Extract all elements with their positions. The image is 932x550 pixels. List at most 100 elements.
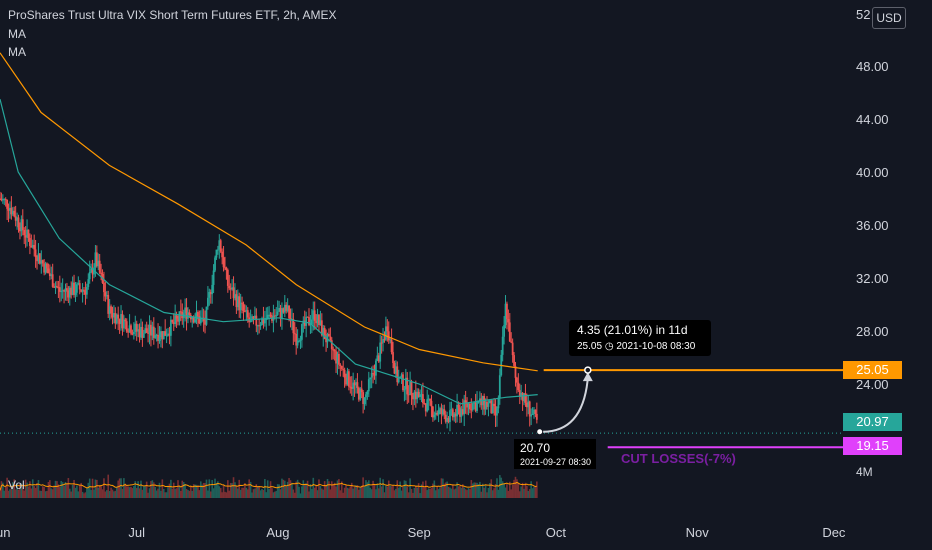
volume-bar [379, 477, 382, 498]
volume-bar [452, 484, 454, 498]
candle-body [20, 219, 23, 232]
candle-body [71, 282, 74, 295]
volume-bar [355, 485, 357, 498]
candle-body [245, 310, 248, 312]
volume-bar [387, 480, 390, 498]
candle-body [60, 291, 63, 293]
candle-body [255, 315, 258, 326]
volume-bar [489, 482, 491, 498]
currency-button[interactable]: USD [872, 7, 906, 29]
candle-body [491, 403, 494, 414]
volume-bar [43, 487, 45, 498]
volume-bar [417, 483, 420, 498]
candle-body [26, 229, 28, 238]
volume-bar [413, 487, 416, 498]
volume-bar [49, 480, 51, 498]
candle-body [147, 332, 149, 334]
candle-body [444, 414, 447, 422]
volume-bar [457, 486, 460, 498]
candle-body [38, 253, 41, 264]
volume-bar [114, 490, 117, 498]
volume-bar [526, 485, 528, 498]
volume-bar [47, 481, 50, 498]
candle-body [525, 402, 528, 408]
candle-body [298, 340, 300, 342]
candle-body [122, 319, 125, 329]
candle-body [57, 286, 60, 288]
candle-body [362, 392, 365, 404]
candle-body [319, 320, 322, 326]
volume-bar [437, 489, 440, 498]
volume-bar [410, 488, 413, 498]
volume-bar [383, 492, 386, 498]
candle-body [108, 306, 111, 314]
volume-bar [121, 488, 124, 498]
volume-bar [275, 490, 278, 498]
volume-bar [516, 479, 518, 498]
candle-body [490, 400, 493, 414]
candle-body [372, 373, 374, 375]
volume-bar [366, 482, 369, 498]
volume-bar [110, 487, 112, 498]
volume-bar [140, 480, 142, 498]
volume-bar [276, 484, 279, 498]
volume-bar [130, 486, 132, 498]
volume-bar [177, 480, 179, 498]
indicator-ma-1-label[interactable]: MA [8, 27, 26, 41]
candle-body [61, 290, 64, 292]
candle-body [43, 263, 46, 273]
volume-bar [50, 488, 53, 498]
volume-bar [26, 482, 28, 498]
volume-bar [77, 491, 80, 498]
indicator-ma-2-label[interactable]: MA [8, 45, 26, 59]
candle-body [396, 366, 399, 383]
candle-body [423, 403, 426, 405]
candle-body [392, 352, 394, 364]
projection-arrow-head [582, 372, 593, 382]
volume-bar [419, 493, 421, 498]
volume-bar [266, 480, 269, 498]
volume-bar [256, 486, 259, 498]
candle-body [231, 287, 234, 290]
volume-bar [363, 486, 366, 498]
volume-bar [97, 487, 100, 498]
volume-bar [108, 490, 111, 498]
candle-body [148, 324, 151, 334]
candle-body [443, 409, 446, 415]
candle-body [340, 365, 343, 369]
candle-body [266, 314, 269, 320]
candle-body [506, 303, 508, 319]
y-tick-label: 52 [856, 7, 870, 22]
candle-body [365, 394, 367, 398]
volume-bar [242, 487, 245, 498]
volume-bar [507, 490, 510, 498]
candle-body [0, 198, 3, 201]
volume-bar [311, 488, 313, 498]
volume-bar [295, 481, 297, 498]
volume-bar [335, 486, 337, 498]
volume-bar [238, 479, 241, 498]
measure-change-text: 4.35 (21.01%) in 11d [577, 323, 688, 337]
volume-bar [60, 480, 63, 498]
candle-body [449, 410, 451, 422]
candle-body [303, 320, 306, 326]
candle-body [158, 337, 161, 341]
volume-bar [41, 486, 44, 498]
volume-bar [198, 490, 201, 498]
volume-bar [456, 482, 458, 498]
volume-bar [227, 480, 229, 498]
candle-body [504, 303, 507, 326]
volume-bar [291, 482, 293, 498]
volume-bar [51, 489, 54, 498]
volume-bar [302, 480, 305, 498]
volume-bar [12, 482, 14, 498]
volume-bar [271, 488, 273, 498]
volume-bar [150, 481, 152, 498]
candle-body [19, 227, 21, 232]
volume-bars [0, 474, 538, 498]
volume-bar [46, 490, 48, 498]
candle-body [37, 253, 40, 262]
measure-target-text: 25.05 ◷ 2021-10-08 08:30 [577, 341, 696, 352]
candle-body [323, 327, 326, 340]
